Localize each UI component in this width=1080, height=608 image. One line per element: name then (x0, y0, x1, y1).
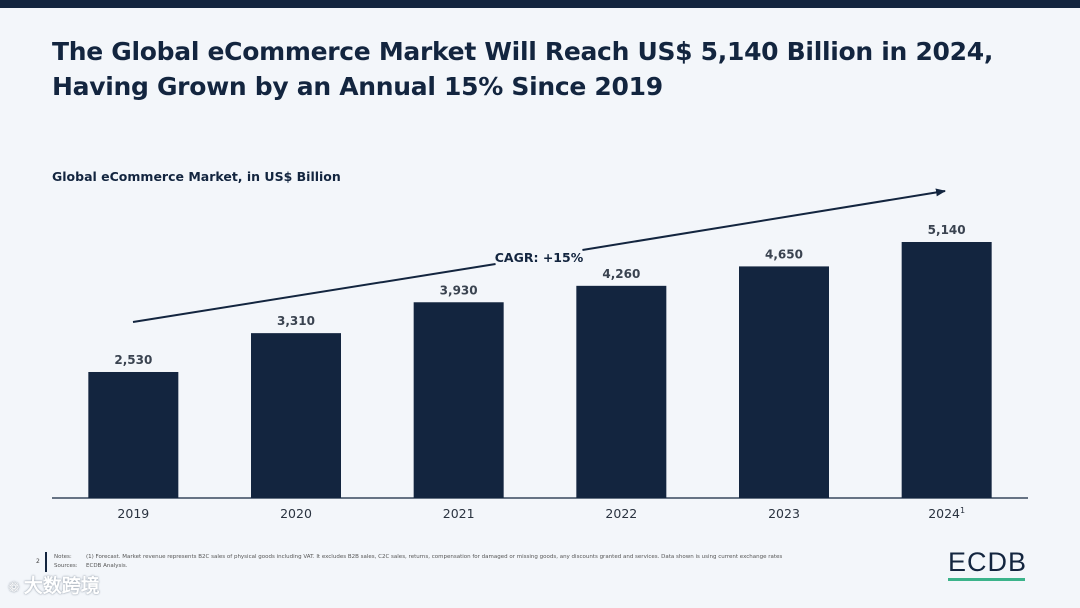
logo-underline (948, 578, 1025, 581)
cagr-label: CAGR: +15% (495, 250, 584, 265)
sources-text: ECDB Analysis. (86, 563, 128, 569)
bar-2024 (901, 242, 992, 498)
bar-value-label: 5,140 (928, 223, 966, 237)
footnote-marker: 1 (960, 506, 965, 515)
title-line-1: The Global eCommerce Market Will Reach U… (52, 37, 994, 66)
bar-2023 (739, 266, 829, 498)
bar-value-label: 3,930 (440, 283, 478, 297)
bar-value-label: 3,310 (277, 314, 315, 328)
page-number: 2 (36, 558, 40, 565)
bar-2019 (88, 371, 179, 498)
bar-2021 (413, 302, 504, 498)
bar-chart: 2,530 2019 3,310 2020 3,930 2021 4,260 2022 4,65… (52, 188, 1028, 521)
chart-title: Global eCommerce Market, in US$ Billion (52, 169, 341, 184)
watermark-text: 大数跨境 (23, 575, 100, 597)
bar-2022 (576, 285, 667, 498)
trend-line-left (132, 263, 496, 323)
watermark: ❁ 大数跨境 (8, 574, 100, 600)
x-tick-label: 2019 (117, 506, 149, 521)
bar-value-label: 4,260 (602, 267, 640, 281)
ecdb-logo: ECDB (948, 547, 1028, 577)
x-tick-label: 2022 (605, 506, 637, 521)
notes-label: Notes: (54, 554, 72, 560)
title-line-2: Having Grown by an Annual 15% Since 2019 (52, 72, 663, 101)
x-tick-label: 20241 (928, 506, 965, 521)
bar-value-label: 4,650 (765, 247, 803, 261)
watermark-icon: ❁ (8, 580, 20, 596)
x-tick-label: 2023 (768, 506, 800, 521)
bar-value-label: 2,530 (114, 353, 152, 367)
x-tick-label: 2021 (443, 506, 475, 521)
x-tick-label: 2020 (280, 506, 312, 521)
bar-2020 (251, 333, 341, 498)
slide-title: The Global eCommerce Market Will Reach U… (52, 34, 1032, 104)
notes-divider (45, 552, 47, 572)
trend-arrow (582, 188, 946, 251)
bars-layer: 2,530 2019 3,310 2020 3,930 2021 4,260 2022 4,65… (52, 223, 1028, 521)
footnotes: Notes: (1) Forecast. Market revenue repre… (54, 553, 782, 571)
top-accent-bar (0, 0, 1080, 8)
cagr-annotation: CAGR: +15% (132, 188, 946, 323)
notes-text: (1) Forecast. Market revenue represents … (86, 554, 783, 560)
sources-label: Sources: (54, 563, 78, 569)
